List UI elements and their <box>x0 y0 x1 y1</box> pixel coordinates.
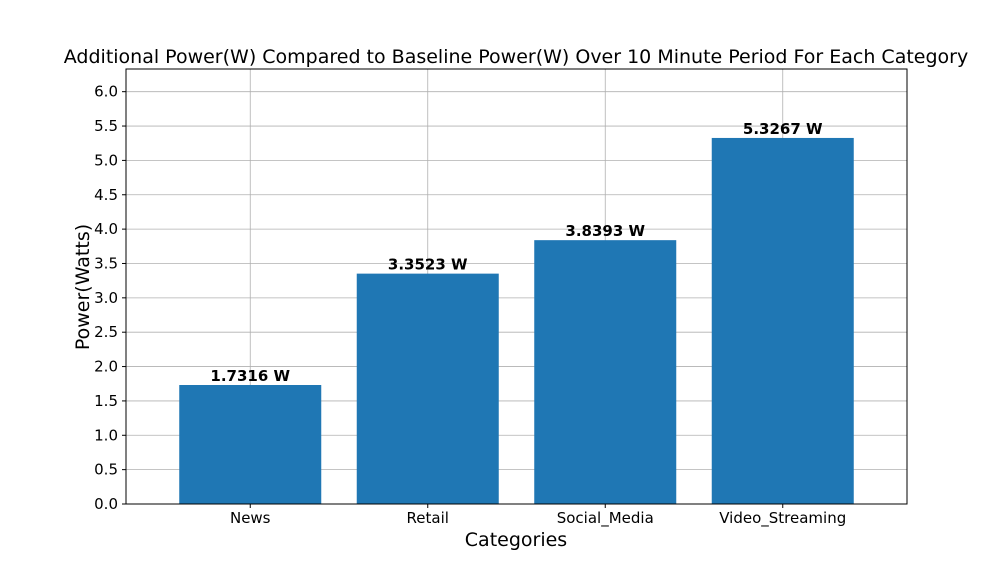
bar-video-streaming <box>711 137 854 505</box>
x-tick-label: Social_Media <box>557 509 654 528</box>
y-axis-ticks: 0.0 0.5 1.0 1.5 2.0 2.5 3.0 3.5 4.0 4.5 5.0 5.5 6.0 <box>94 83 126 513</box>
y-tick-label: 6.0 <box>94 83 118 101</box>
y-tick-label: 1.0 <box>94 426 118 444</box>
y-tick-label: 2.0 <box>94 358 118 376</box>
bar-news <box>179 385 322 504</box>
data-label: 1.7316 W <box>210 367 290 385</box>
x-axis-label: Categories <box>465 529 567 551</box>
y-tick-label: 5.5 <box>94 117 118 135</box>
x-tick-label: Video_Streaming <box>719 509 846 528</box>
y-tick-label: 0.0 <box>94 495 118 513</box>
y-tick-label: 4.5 <box>94 186 118 204</box>
y-tick-label: 4.0 <box>94 220 118 238</box>
y-tick-label: 3.5 <box>94 254 118 272</box>
bar-social-media <box>534 240 677 504</box>
y-tick-label: 0.5 <box>94 461 118 479</box>
x-axis-ticks: News Retail Social_Media Video_Streaming <box>230 504 846 528</box>
data-label: 3.8393 W <box>565 222 645 240</box>
y-axis-label: Power(Watts) <box>72 224 94 350</box>
x-tick-label: Retail <box>407 509 449 527</box>
chart-title: Additional Power(W) Compared to Baseline… <box>64 46 968 68</box>
y-tick-label: 2.5 <box>94 323 118 341</box>
y-tick-label: 5.0 <box>94 151 118 169</box>
y-tick-label: 3.0 <box>94 289 118 307</box>
data-label: 3.3523 W <box>388 256 468 274</box>
bar-retail <box>356 273 499 504</box>
data-label: 5.3267 W <box>743 120 823 138</box>
x-tick-label: News <box>230 509 271 527</box>
bars-layer <box>179 137 854 505</box>
plot-area-frame <box>125 68 908 505</box>
y-tick-label: 1.5 <box>94 392 118 410</box>
data-labels-layer: 1.7316 W 3.3523 W 3.8393 W 5.3267 W <box>210 120 823 385</box>
